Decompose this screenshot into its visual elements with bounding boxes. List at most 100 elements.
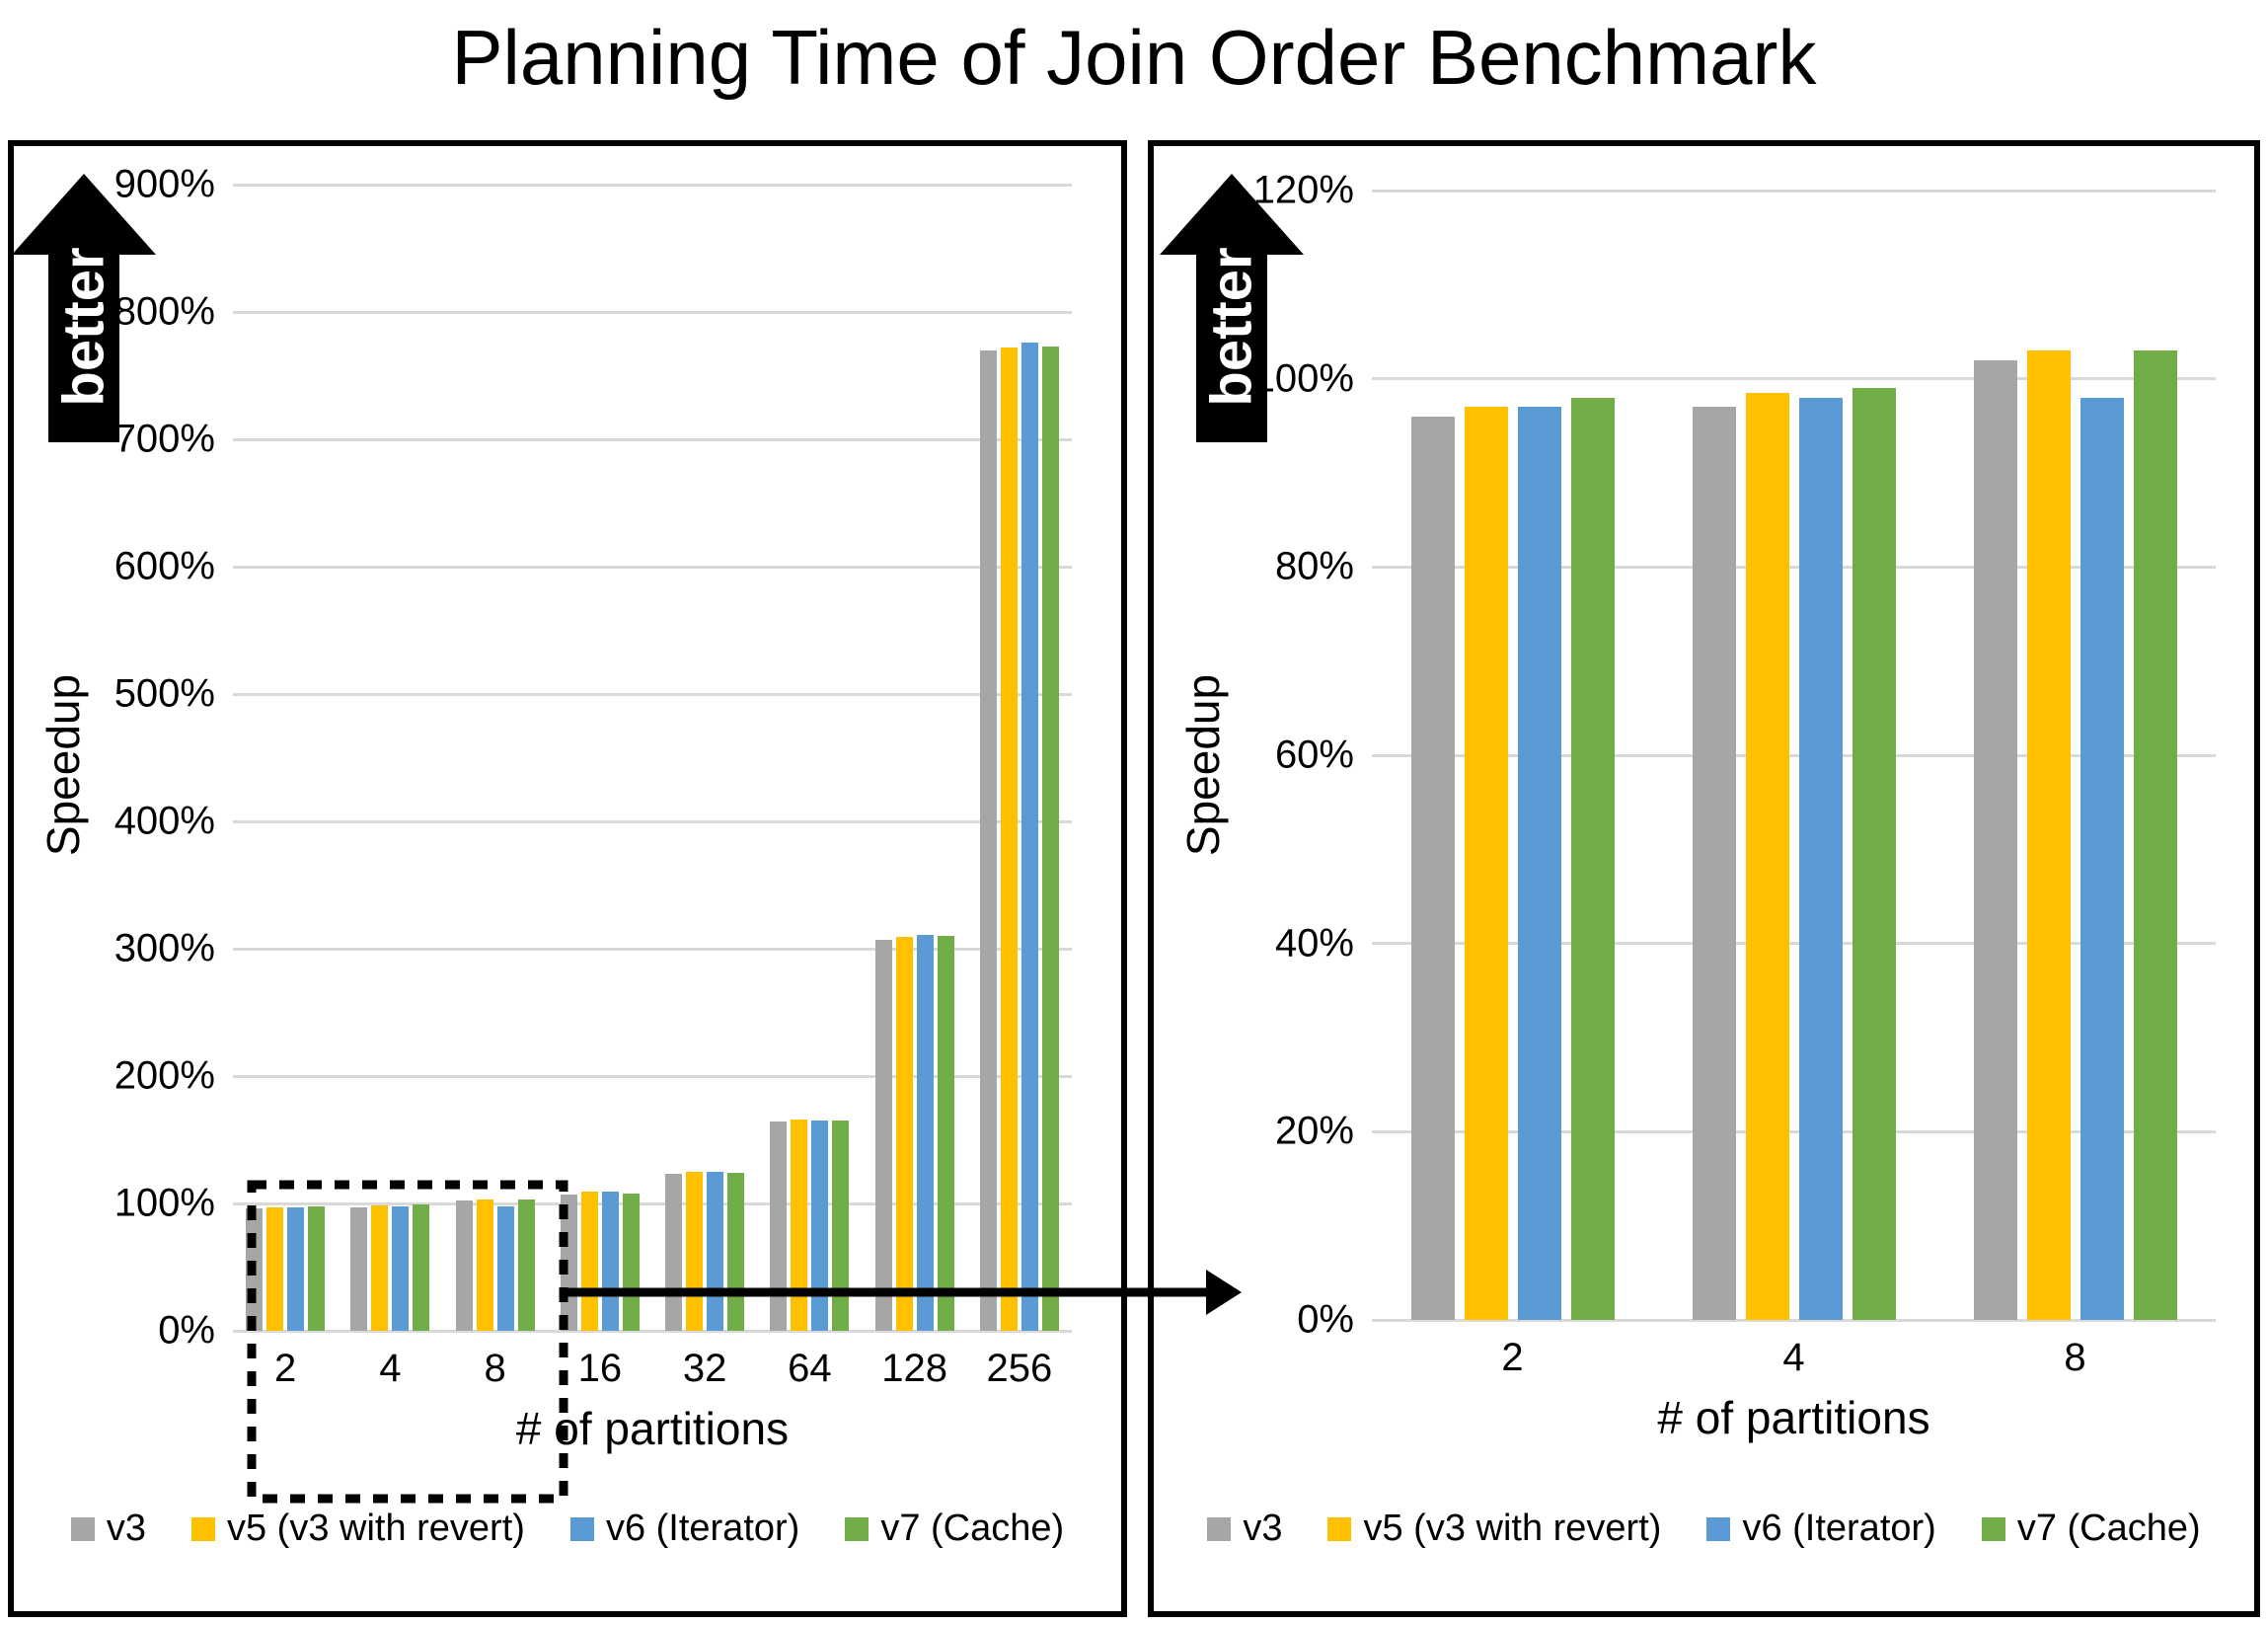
bar: [832, 1121, 850, 1331]
legend-swatch: [70, 1516, 95, 1541]
bar: [791, 1119, 808, 1331]
legend-label: v7 (Cache): [2016, 1508, 2201, 1549]
legend: v3 v5 (v3 with revert) v6 (Iterator) v7 (Ca…: [1154, 1508, 2254, 1550]
x-tick-label: 8: [484, 1347, 506, 1390]
bar: [455, 1200, 473, 1331]
legend-label: v3: [106, 1508, 146, 1549]
y-tick-label: 100%: [113, 1181, 215, 1225]
y-tick-label: 600%: [113, 544, 215, 588]
better-arrow: better: [12, 174, 156, 442]
bar: [350, 1206, 368, 1331]
bar: [727, 1173, 745, 1331]
gridline: [233, 437, 1072, 441]
y-tick-label: 400%: [113, 799, 215, 843]
x-tick-label: 128: [881, 1347, 947, 1390]
bar: [560, 1194, 577, 1331]
gridline: [233, 947, 1072, 951]
gridline: [233, 1201, 1072, 1205]
y-tick-label: 700%: [113, 417, 215, 461]
x-tick-label: 32: [682, 1347, 727, 1390]
bar: [622, 1193, 640, 1331]
bar: [1973, 359, 2017, 1320]
plot-area: # of partitions 900% 800% 700% 600% 500% 400%…: [114, 163, 1072, 1454]
x-tick-label: 8: [2064, 1336, 2086, 1379]
x-tick-label: 4: [1782, 1336, 1805, 1379]
y-tick-label: 60%: [1274, 733, 1354, 777]
bar: [517, 1199, 535, 1331]
bar: [2026, 350, 2071, 1320]
up-arrow-icon: better: [12, 174, 156, 442]
legend-label: v5 (v3 with revert): [226, 1508, 525, 1549]
bar: [665, 1174, 683, 1331]
y-tick-label: 0%: [1297, 1297, 1354, 1342]
legend: v3 v5 (v3 with revert) v6 (Iterator) v7 (Ca…: [14, 1508, 1121, 1550]
plot-area: # of partitions 120% 100% 80% 60% 40% 20% 0% 2 4…: [1253, 169, 2216, 1443]
bar: [1000, 348, 1018, 1331]
bar: [476, 1199, 493, 1331]
legend-label: v7 (Cache): [880, 1508, 1065, 1549]
bar: [2133, 350, 2177, 1320]
legend-swatch: [1981, 1516, 2005, 1541]
legend-label: v3: [1243, 1508, 1283, 1549]
legend-item: v5 (v3 with revert): [1327, 1508, 1661, 1550]
legend-item: v6 (Iterator): [1706, 1508, 1936, 1550]
legend-item: v7 (Cache): [1981, 1508, 2201, 1550]
legend-label: v6 (Iterator): [1742, 1508, 1936, 1549]
x-tick-label: 2: [1501, 1336, 1524, 1379]
legend-swatch: [1327, 1516, 1352, 1541]
gridline: [1372, 1129, 2216, 1133]
bar: [392, 1205, 410, 1331]
bar: [707, 1171, 724, 1331]
gridline: [233, 565, 1072, 569]
bar: [895, 937, 913, 1331]
x-tick-label: 4: [379, 1347, 402, 1390]
bar: [1570, 397, 1615, 1320]
gridline: [233, 1074, 1072, 1078]
bar: [413, 1204, 430, 1331]
up-arrow-icon: better: [1160, 174, 1304, 442]
y-tick-label: 900%: [113, 162, 215, 206]
y-tick-label: 40%: [1274, 921, 1354, 966]
gridline: [233, 692, 1072, 696]
bar: [1852, 388, 1896, 1320]
x-tick-label: 2: [274, 1347, 297, 1390]
bar: [308, 1205, 326, 1331]
x-tick-label: 64: [788, 1347, 832, 1390]
bar: [937, 936, 954, 1331]
y-axis-title: Speedup: [38, 673, 90, 857]
right-chart-panel: better Speedup # of partitions 120% 100% 8…: [1148, 140, 2260, 1617]
bar: [246, 1208, 264, 1331]
legend-item: v6 (Iterator): [569, 1508, 799, 1550]
y-tick-label: 100%: [1252, 356, 1354, 401]
y-tick-label: 200%: [113, 1053, 215, 1098]
bar: [266, 1206, 284, 1331]
gridline: [233, 1329, 1072, 1333]
bar: [1798, 397, 1843, 1320]
y-tick-label: 80%: [1274, 544, 1354, 588]
y-tick-label: 0%: [158, 1308, 215, 1353]
bar: [601, 1192, 619, 1331]
legend-swatch: [1207, 1516, 1232, 1541]
legend-item: v7 (Cache): [845, 1508, 1064, 1550]
legend-swatch: [1706, 1516, 1731, 1541]
chart-title: Planning Time of Join Order Benchmark: [451, 14, 1817, 101]
bar: [979, 349, 997, 1331]
gridline: [1372, 189, 2216, 193]
gridline: [233, 310, 1072, 314]
gridline: [1372, 753, 2216, 757]
gridline: [233, 819, 1072, 823]
bar: [2079, 397, 2124, 1320]
x-tick-label: 16: [577, 1347, 623, 1390]
bar: [770, 1122, 788, 1331]
bar: [371, 1204, 389, 1331]
bar: [1517, 407, 1561, 1320]
better-arrow: better: [1160, 174, 1304, 442]
left-chart-panel: better Speedup # of partitions 900% 800% 7…: [8, 140, 1127, 1617]
legend-swatch: [190, 1516, 215, 1541]
gridline: [1372, 377, 2216, 381]
bar: [811, 1121, 829, 1331]
bar: [580, 1192, 598, 1331]
legend-item: v3: [1207, 1508, 1282, 1550]
legend-swatch: [845, 1516, 869, 1541]
y-tick-label: 500%: [113, 671, 215, 716]
